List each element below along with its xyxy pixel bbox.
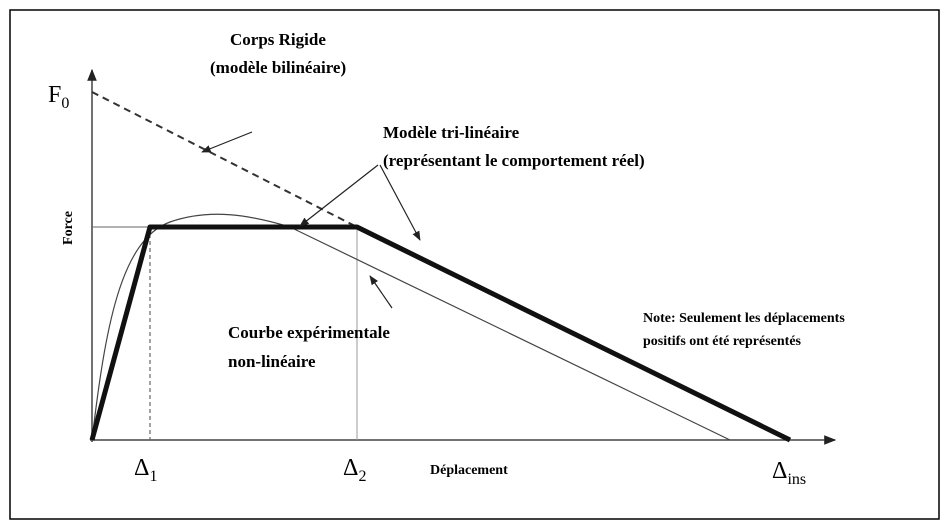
label-sub: 1: [149, 468, 157, 485]
trilinear-line: [89, 224, 792, 443]
arrow: [369, 275, 393, 309]
annotation: Courbe expérimentale: [228, 323, 390, 342]
annotation: non-linéaire: [228, 352, 316, 371]
annotation: Modèle tri-linéaire: [383, 123, 520, 142]
y-axis-label: Force: [61, 211, 76, 245]
label-main: Δ: [343, 455, 358, 481]
delta1-label: Δ1: [134, 455, 157, 485]
label-main: F: [48, 82, 61, 108]
rigid-line: [91, 91, 358, 228]
annotation: (modèle bilinéaire): [210, 58, 346, 77]
label-sub: 2: [358, 468, 366, 485]
arrow: [299, 164, 379, 227]
arrow: [201, 131, 253, 153]
annotation: (représentant le comportement réel): [383, 151, 645, 170]
label-sub: ins: [787, 471, 806, 488]
frame: [9, 9, 940, 520]
delta2-label: Δ2: [343, 455, 366, 485]
note: Note: Seulement les déplacements: [643, 311, 845, 326]
delta-ins-label: Δins: [772, 458, 806, 488]
label-main: Δ: [134, 455, 149, 481]
x-axis-label: Déplacement: [430, 463, 508, 478]
note: positifs ont été représentés: [643, 334, 802, 349]
arrow: [379, 164, 421, 241]
label-main: Δ: [772, 458, 787, 484]
label-sub: 0: [61, 95, 69, 112]
annotation: Corps Rigide: [230, 30, 326, 49]
f0-label: F0: [48, 82, 69, 112]
experimental-curve: [91, 213, 731, 441]
